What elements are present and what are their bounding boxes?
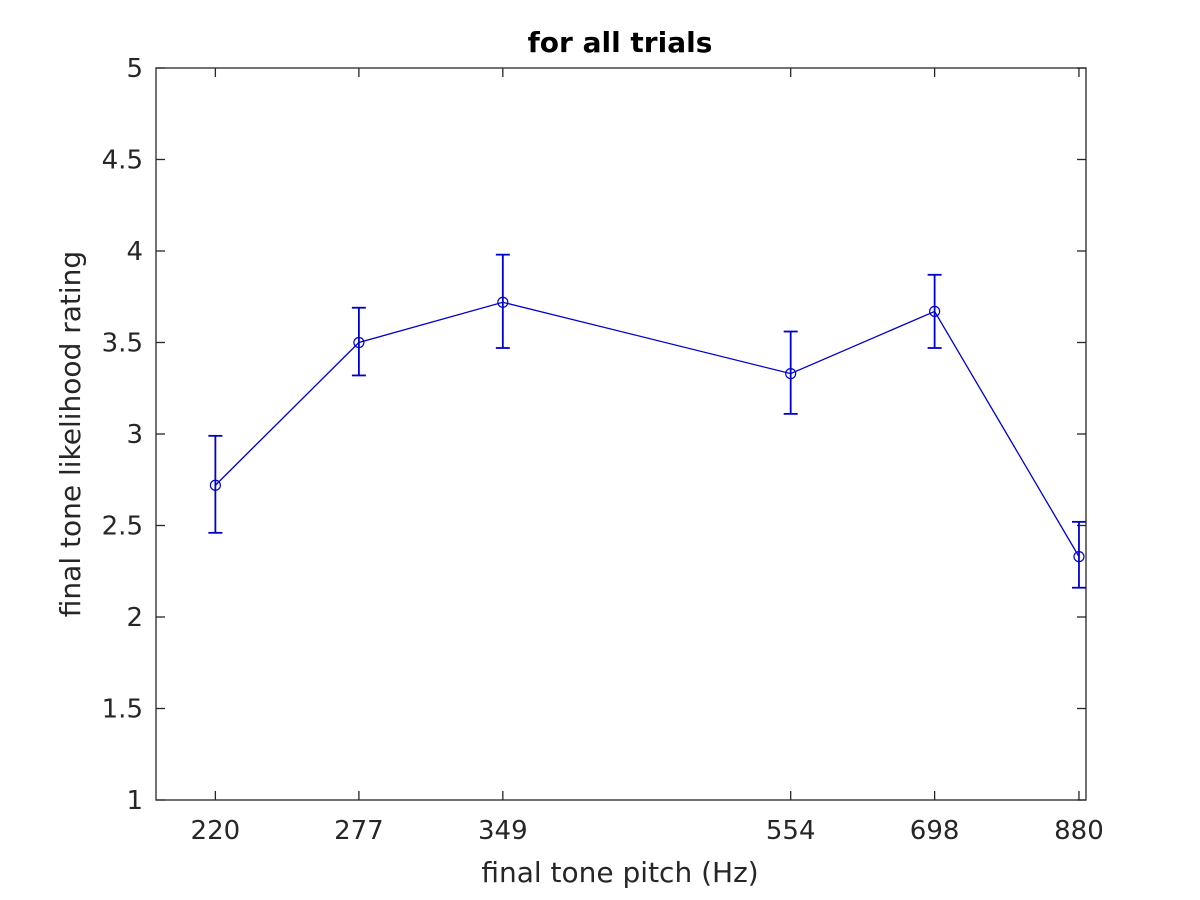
y-tick-label: 5 xyxy=(126,54,143,84)
axes: 1 1.5 2 2.5 3 3.5 4 4.5 5 220 277 349 554 698 880 xyxy=(102,54,1104,846)
y-tick-label: 4.5 xyxy=(102,146,143,176)
y-tick-label: 2.5 xyxy=(102,512,143,542)
data-point xyxy=(1073,551,1085,563)
data-point xyxy=(209,479,221,491)
x-tick-label: 880 xyxy=(1054,816,1104,846)
chart-title: for all trials xyxy=(528,26,713,59)
x-tick-label: 220 xyxy=(191,816,241,846)
y-tick-label: 1.5 xyxy=(102,695,143,725)
y-tick-label: 3 xyxy=(126,420,143,450)
x-tick-label: 349 xyxy=(478,816,528,846)
data-point xyxy=(785,368,797,380)
x-tick-label: 698 xyxy=(910,816,960,846)
y-axis-title: final tone likelihood rating xyxy=(54,251,87,617)
y-tick-label: 2 xyxy=(126,603,143,633)
series-line xyxy=(214,301,1080,557)
y-tick-label: 3.5 xyxy=(102,329,143,359)
x-tick-label: 554 xyxy=(766,816,816,846)
x-tick-label: 277 xyxy=(334,816,384,846)
data-point xyxy=(497,296,509,308)
x-axis-title: final tone pitch (Hz) xyxy=(481,856,758,889)
plot-box xyxy=(155,67,1087,801)
data-point xyxy=(353,336,365,349)
y-tick-label: 4 xyxy=(126,237,143,267)
data-series xyxy=(208,253,1086,589)
y-tick-label: 1 xyxy=(126,786,143,816)
data-point xyxy=(929,305,941,317)
